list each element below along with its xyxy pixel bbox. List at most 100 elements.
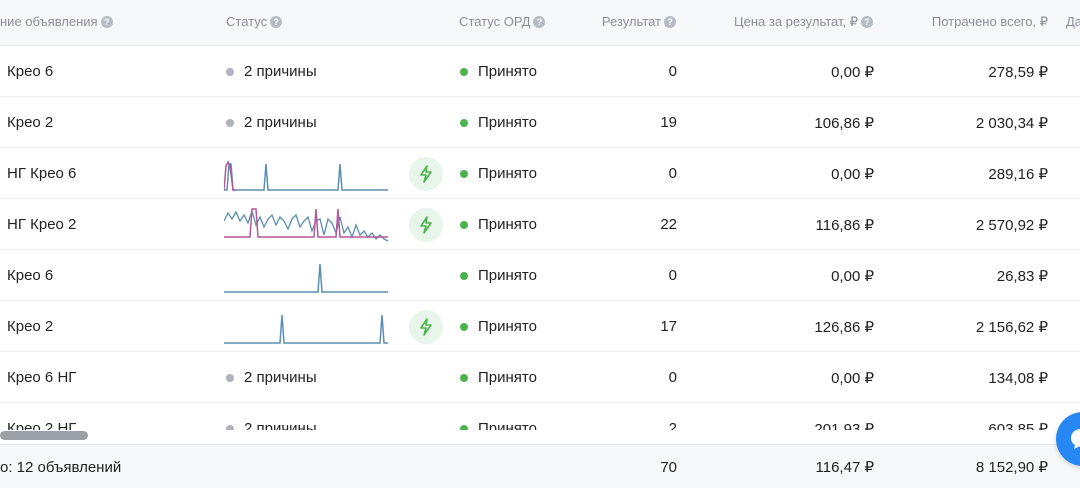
ord-status-label: Принято (478, 63, 537, 80)
header-ord[interactable]: Статус ОРД ? (459, 14, 546, 29)
question-circle-icon[interactable]: ? (664, 15, 676, 28)
total-price: 116,47 ₽ (815, 459, 874, 476)
spent-value: 26,83 ₽ (996, 267, 1048, 285)
result-value: 0 (668, 63, 677, 80)
header-spent[interactable]: Потрачено всего, ₽ (880, 14, 1048, 30)
table-row[interactable]: НГ Крео 2 Принято 22 116,86 ₽ 2 570,92 ₽ (0, 199, 1080, 250)
status-cell[interactable]: 2 причины (226, 46, 317, 97)
result-value: 0 (668, 369, 677, 386)
result-value: 0 (668, 165, 677, 182)
ord-status-dot (460, 169, 468, 178)
header-extra[interactable]: Да (1066, 14, 1080, 29)
ad-name[interactable]: НГ Крео 6 (7, 165, 77, 182)
ord-status-label: Принято (478, 318, 537, 335)
result-value: 17 (660, 318, 677, 335)
status-dot (226, 67, 234, 76)
header-spent-label: Потрачено всего, ₽ (931, 14, 1048, 29)
ord-status-label: Принято (478, 420, 537, 430)
ord-status-cell: Принято (460, 199, 537, 250)
ord-status-label: Принято (478, 165, 537, 182)
question-circle-icon[interactable]: ? (533, 15, 546, 28)
table-row[interactable]: НГ Крео 6 Принято 0 0,00 ₽ 289,16 ₽ (0, 148, 1080, 199)
status-cell[interactable]: 2 причины (226, 352, 317, 403)
status-label: 2 причины (244, 420, 317, 430)
spent-value: 134,08 ₽ (988, 369, 1048, 387)
price-value: 201,93 ₽ (814, 420, 874, 431)
ord-status-cell: Принято (460, 46, 537, 97)
table-row[interactable]: Крео 6 2 причины Принято 0 0,00 ₽ 278,59… (0, 46, 1080, 97)
ad-name[interactable]: Крео 2 (7, 318, 54, 335)
ord-status-dot (460, 271, 468, 280)
ord-status-label: Принято (478, 216, 537, 233)
header-result-label: Результат (601, 14, 661, 29)
result-value: 22 (660, 216, 677, 233)
ord-status-label: Принято (478, 114, 537, 131)
result-value: 19 (660, 114, 677, 131)
header-result[interactable]: Результат ? (560, 14, 676, 29)
header-extra-label: Да (1066, 14, 1080, 29)
ord-status-dot (460, 220, 468, 229)
price-value: 126,86 ₽ (814, 318, 874, 336)
price-value: 0,00 ₽ (831, 63, 874, 81)
ord-status-cell: Принято (460, 403, 537, 430)
ad-name[interactable]: Крео 6 (7, 267, 54, 284)
lightning-icon[interactable] (409, 157, 443, 191)
header-name[interactable]: ние объявления ? (0, 14, 113, 29)
spent-value: 2 570,92 ₽ (975, 216, 1048, 234)
table-row[interactable]: Крео 6 НГ 2 причины Принято 0 0,00 ₽ 134… (0, 352, 1080, 403)
ad-name[interactable]: Крео 6 (7, 63, 54, 80)
activity-sparkline (224, 160, 388, 191)
status-dot (226, 373, 234, 382)
ad-name[interactable]: Крео 2 (7, 114, 54, 131)
table-footer: о: 12 объявлений 70 116,47 ₽ 8 152,90 ₽ (0, 444, 1080, 488)
price-value: 0,00 ₽ (831, 165, 874, 183)
status-dot (226, 118, 234, 127)
ord-status-label: Принято (478, 369, 537, 386)
header-status-label: Статус (226, 14, 268, 29)
activity-sparkline (224, 263, 388, 293)
ord-status-label: Принято (478, 267, 537, 284)
total-spent: 8 152,90 ₽ (975, 459, 1048, 476)
header-price-label: Цена за результат, ₽ (734, 14, 858, 29)
header-status[interactable]: Статус ? (226, 14, 283, 29)
table-row[interactable]: Крео 2 2 причины Принято 19 106,86 ₽ 2 0… (0, 97, 1080, 148)
activity-sparkline (224, 208, 389, 242)
question-circle-icon[interactable]: ? (861, 16, 873, 28)
table-row[interactable]: Крео 2 Принято 17 126,86 ₽ 2 156,62 ₽ (0, 301, 1080, 352)
ord-status-cell: Принято (460, 301, 537, 352)
table-header: ние объявления ? Статус ? Статус ОРД ? Р… (0, 0, 1080, 46)
ad-name[interactable]: НГ Крео 2 (7, 216, 77, 233)
price-value: 0,00 ₽ (831, 369, 874, 387)
header-ord-label: Статус ОРД (459, 14, 531, 29)
result-value: 2 (668, 420, 677, 430)
chat-bubble-icon (1071, 429, 1080, 449)
question-circle-icon[interactable]: ? (100, 15, 113, 28)
spent-value: 289,16 ₽ (988, 165, 1048, 183)
status-label: 2 причины (244, 369, 317, 386)
lightning-icon[interactable] (409, 310, 443, 344)
activity-sparkline (224, 314, 388, 344)
status-cell[interactable]: 2 причины (226, 403, 317, 430)
ord-status-cell: Принято (460, 352, 537, 403)
total-label: о: 12 объявлений (0, 458, 122, 476)
lightning-icon[interactable] (409, 208, 443, 242)
ord-status-dot (460, 373, 468, 382)
ad-name[interactable]: Крео 2 НГ (7, 420, 77, 430)
ad-name[interactable]: Крео 6 НГ (7, 369, 77, 386)
horizontal-scrollbar[interactable] (0, 431, 88, 440)
ord-status-dot (460, 424, 468, 430)
ord-status-dot (460, 118, 468, 127)
table-row[interactable]: Крео 6 Принято 0 0,00 ₽ 26,83 ₽ (0, 250, 1080, 301)
question-circle-icon[interactable]: ? (270, 15, 283, 28)
table-row[interactable]: Крео 2 НГ 2 причины Принято 2 201,93 ₽ 6… (0, 403, 1080, 430)
spent-value: 2 156,62 ₽ (975, 318, 1048, 336)
ord-status-dot (460, 322, 468, 331)
ord-status-cell: Принято (460, 250, 537, 301)
status-label: 2 причины (244, 114, 317, 131)
header-price[interactable]: Цена за результат, ₽ ? (690, 14, 873, 30)
table-body: Крео 6 2 причины Принято 0 0,00 ₽ 278,59… (0, 46, 1080, 430)
header-name-label: ние объявления (0, 14, 98, 29)
status-cell[interactable]: 2 причины (226, 97, 317, 148)
spent-value: 278,59 ₽ (988, 63, 1048, 81)
result-value: 0 (668, 267, 677, 284)
